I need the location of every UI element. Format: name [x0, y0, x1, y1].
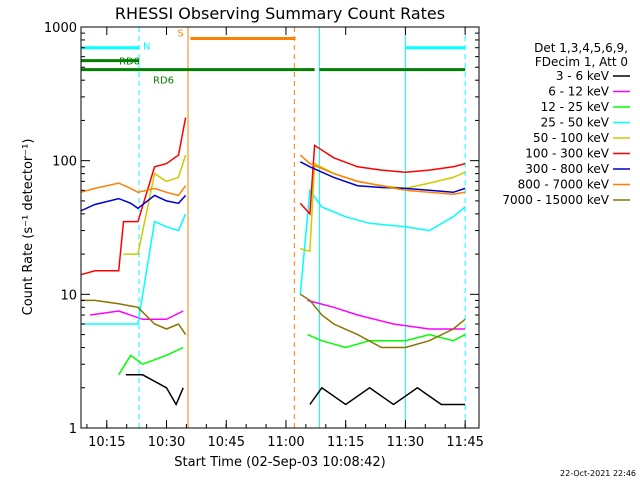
legend-label-3: 25 - 50 keV [541, 116, 610, 130]
x-tick-label-3: 11:00 [267, 435, 304, 450]
legend-header-1: FDecim 1, Att 0 [535, 55, 628, 69]
legend-label-4: 50 - 100 keV [533, 131, 610, 145]
legend-header-0: Det 1,3,4,5,6,9, [534, 41, 628, 55]
x-tick-label-1: 10:30 [148, 435, 185, 450]
series-line-2 [118, 333, 466, 376]
legend-label-8: 7000 - 15000 keV [502, 193, 609, 207]
x-tick-label-4: 11:15 [327, 435, 364, 450]
plot-frame [80, 26, 480, 429]
flag-label-s: S [177, 29, 183, 40]
series-line-4 [123, 154, 466, 255]
legend-label-6: 300 - 800 keV [525, 162, 609, 176]
legend: Det 1,3,4,5,6,9,FDecim 1, Att 03 - 6 keV… [502, 41, 630, 207]
flag-label-rd0: RD0 [119, 57, 140, 68]
series-line-1 [89, 299, 466, 330]
series-line-0 [125, 374, 466, 407]
legend-label-7: 800 - 7000 keV [518, 178, 610, 192]
legend-label-5: 100 - 300 keV [525, 147, 609, 161]
legend-label-0: 3 - 6 keV [556, 69, 610, 83]
x-tick-label-0: 10:15 [88, 435, 125, 450]
y-tick-label-3: 1000 [44, 21, 77, 36]
series-line-8 [80, 293, 466, 349]
series-line-5 [80, 117, 466, 276]
y-tick-label-2: 100 [52, 155, 77, 170]
x-axis-label: Start Time (02-Sep-03 10:08:42) [174, 455, 385, 470]
x-tick-label-2: 10:45 [208, 435, 245, 450]
y-axis-label: Count Rate (s⁻¹ detector⁻¹) [21, 139, 36, 316]
series-line-3 [80, 188, 466, 325]
flag-label-n: N [143, 42, 150, 53]
y-tick-label-0: 1 [69, 422, 77, 437]
legend-label-2: 12 - 25 keV [541, 100, 610, 114]
legend-label-1: 6 - 12 keV [548, 85, 610, 99]
flag-label-rd6: RD6 [153, 76, 174, 87]
chart-title: RHESSI Observing Summary Count Rates [115, 4, 445, 23]
x-tick-label-6: 11:45 [446, 435, 483, 450]
series-line-7 [80, 154, 466, 197]
axes: 10:15 10:30 10:45 11:00 11:15 11:30 11:45 1 10 10… [44, 21, 484, 450]
x-tick-label-5: 11:30 [387, 435, 424, 450]
footer-timestamp: 22-Oct-2021 22:46 [560, 469, 636, 478]
y-tick-label-1: 10 [60, 288, 77, 303]
series-line-6 [80, 161, 466, 212]
